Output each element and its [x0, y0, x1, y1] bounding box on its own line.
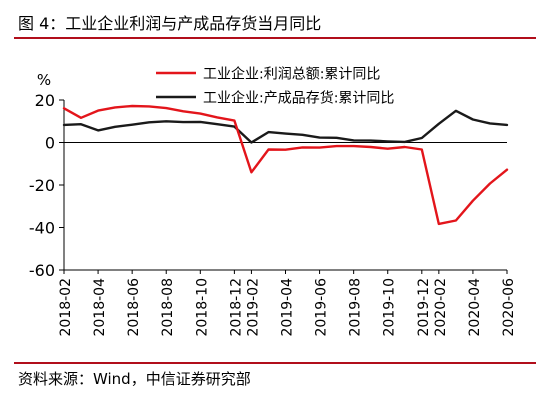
chart-series — [62, 104, 509, 226]
x-tick-label: 2018-08 — [160, 278, 176, 337]
x-tick-label: 2019-04 — [280, 278, 296, 337]
y-tick-label: -60 — [29, 261, 55, 280]
chart-axes: 20 0 -20 -40 -60% 2018-02 2018-04 2018-06 2018-0… — [29, 71, 517, 337]
x-tick-label: 2019-08 — [348, 278, 364, 337]
x-tick-label: 2020-02 — [433, 278, 449, 337]
series-line-2 — [62, 109, 509, 144]
bottom-rule — [14, 362, 536, 364]
x-tick-label: 2020-06 — [501, 278, 517, 337]
x-tick-label: 2019-02 — [245, 278, 261, 337]
y-unit-label: % — [37, 71, 51, 89]
x-tick-label: 2019-12 — [416, 278, 432, 337]
series-line-1 — [62, 104, 509, 226]
x-tick-label: 2020-04 — [467, 278, 483, 337]
x-tick-label: 2018-10 — [194, 278, 210, 337]
top-rule — [14, 37, 536, 39]
figure-title: 图 4：工业企业利润与产成品存货当月同比 — [18, 14, 322, 33]
x-tick-label: 2018-04 — [92, 278, 108, 337]
line-chart: 20 0 -20 -40 -60% 2018-02 2018-04 2018-06 2018-0… — [29, 66, 517, 337]
y-tick-label: 20 — [35, 91, 55, 110]
y-tick-label: 0 — [45, 134, 55, 153]
x-tick-label: 2018-12 — [228, 278, 244, 337]
legend-label: 工业企业:产成品存货:累计同比 — [203, 90, 394, 107]
figure-source: 资料来源：Wind，中信证券研究部 — [18, 370, 251, 388]
legend-label: 工业企业:利润总额:累计同比 — [203, 66, 380, 83]
x-tick-label: 2019-10 — [382, 278, 398, 337]
y-tick-label: -20 — [29, 176, 55, 195]
x-tick-label: 2018-06 — [126, 278, 142, 337]
x-tick-label: 2018-02 — [58, 278, 74, 337]
x-tick-label: 2019-06 — [314, 278, 330, 337]
y-tick-label: -40 — [29, 219, 55, 238]
